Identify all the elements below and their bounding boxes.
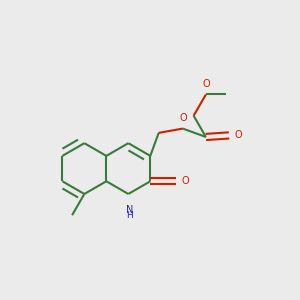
Text: H: H [127,211,133,220]
Text: O: O [181,176,189,186]
Text: O: O [180,113,187,123]
Text: O: O [234,130,242,140]
Text: N: N [126,205,134,215]
Text: O: O [203,79,210,89]
